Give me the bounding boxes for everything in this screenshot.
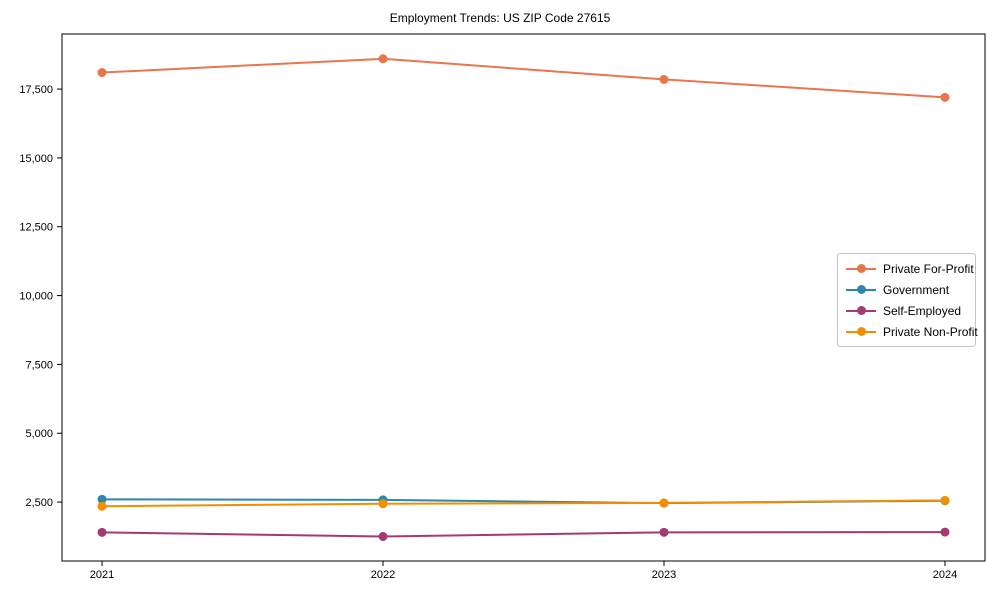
svg-text:2021: 2021 bbox=[90, 569, 114, 581]
svg-text:2023: 2023 bbox=[652, 569, 676, 581]
line-marker-icon bbox=[846, 306, 876, 315]
line-marker-icon bbox=[846, 285, 876, 294]
legend: Private For-Profit Government Self-Emplo… bbox=[837, 253, 978, 347]
svg-text:2,500: 2,500 bbox=[25, 497, 53, 509]
chart-title: Employment Trends: US ZIP Code 27615 bbox=[389, 11, 611, 25]
svg-text:2024: 2024 bbox=[933, 569, 957, 581]
legend-item-private-for-profit: Private For-Profit bbox=[846, 258, 974, 279]
svg-text:17,500: 17,500 bbox=[19, 84, 53, 96]
svg-text:5,000: 5,000 bbox=[25, 428, 53, 440]
legend-item-self-employed: Self-Employed bbox=[846, 300, 969, 321]
svg-text:15,000: 15,000 bbox=[19, 153, 53, 165]
legend-label: Private For-Profit bbox=[883, 261, 974, 276]
legend-label: Private Non-Profit bbox=[883, 324, 978, 339]
legend-item-government: Government bbox=[846, 279, 969, 300]
legend-item-private-non-profit: Private Non-Profit bbox=[846, 321, 978, 342]
line-marker-icon bbox=[846, 327, 876, 336]
svg-text:7,500: 7,500 bbox=[25, 359, 53, 371]
legend-label: Government bbox=[883, 282, 950, 297]
line-marker-icon bbox=[846, 264, 876, 273]
svg-text:2022: 2022 bbox=[371, 569, 395, 581]
legend-label: Self-Employed bbox=[883, 303, 962, 318]
svg-text:12,500: 12,500 bbox=[19, 222, 53, 234]
svg-text:10,000: 10,000 bbox=[19, 291, 53, 303]
